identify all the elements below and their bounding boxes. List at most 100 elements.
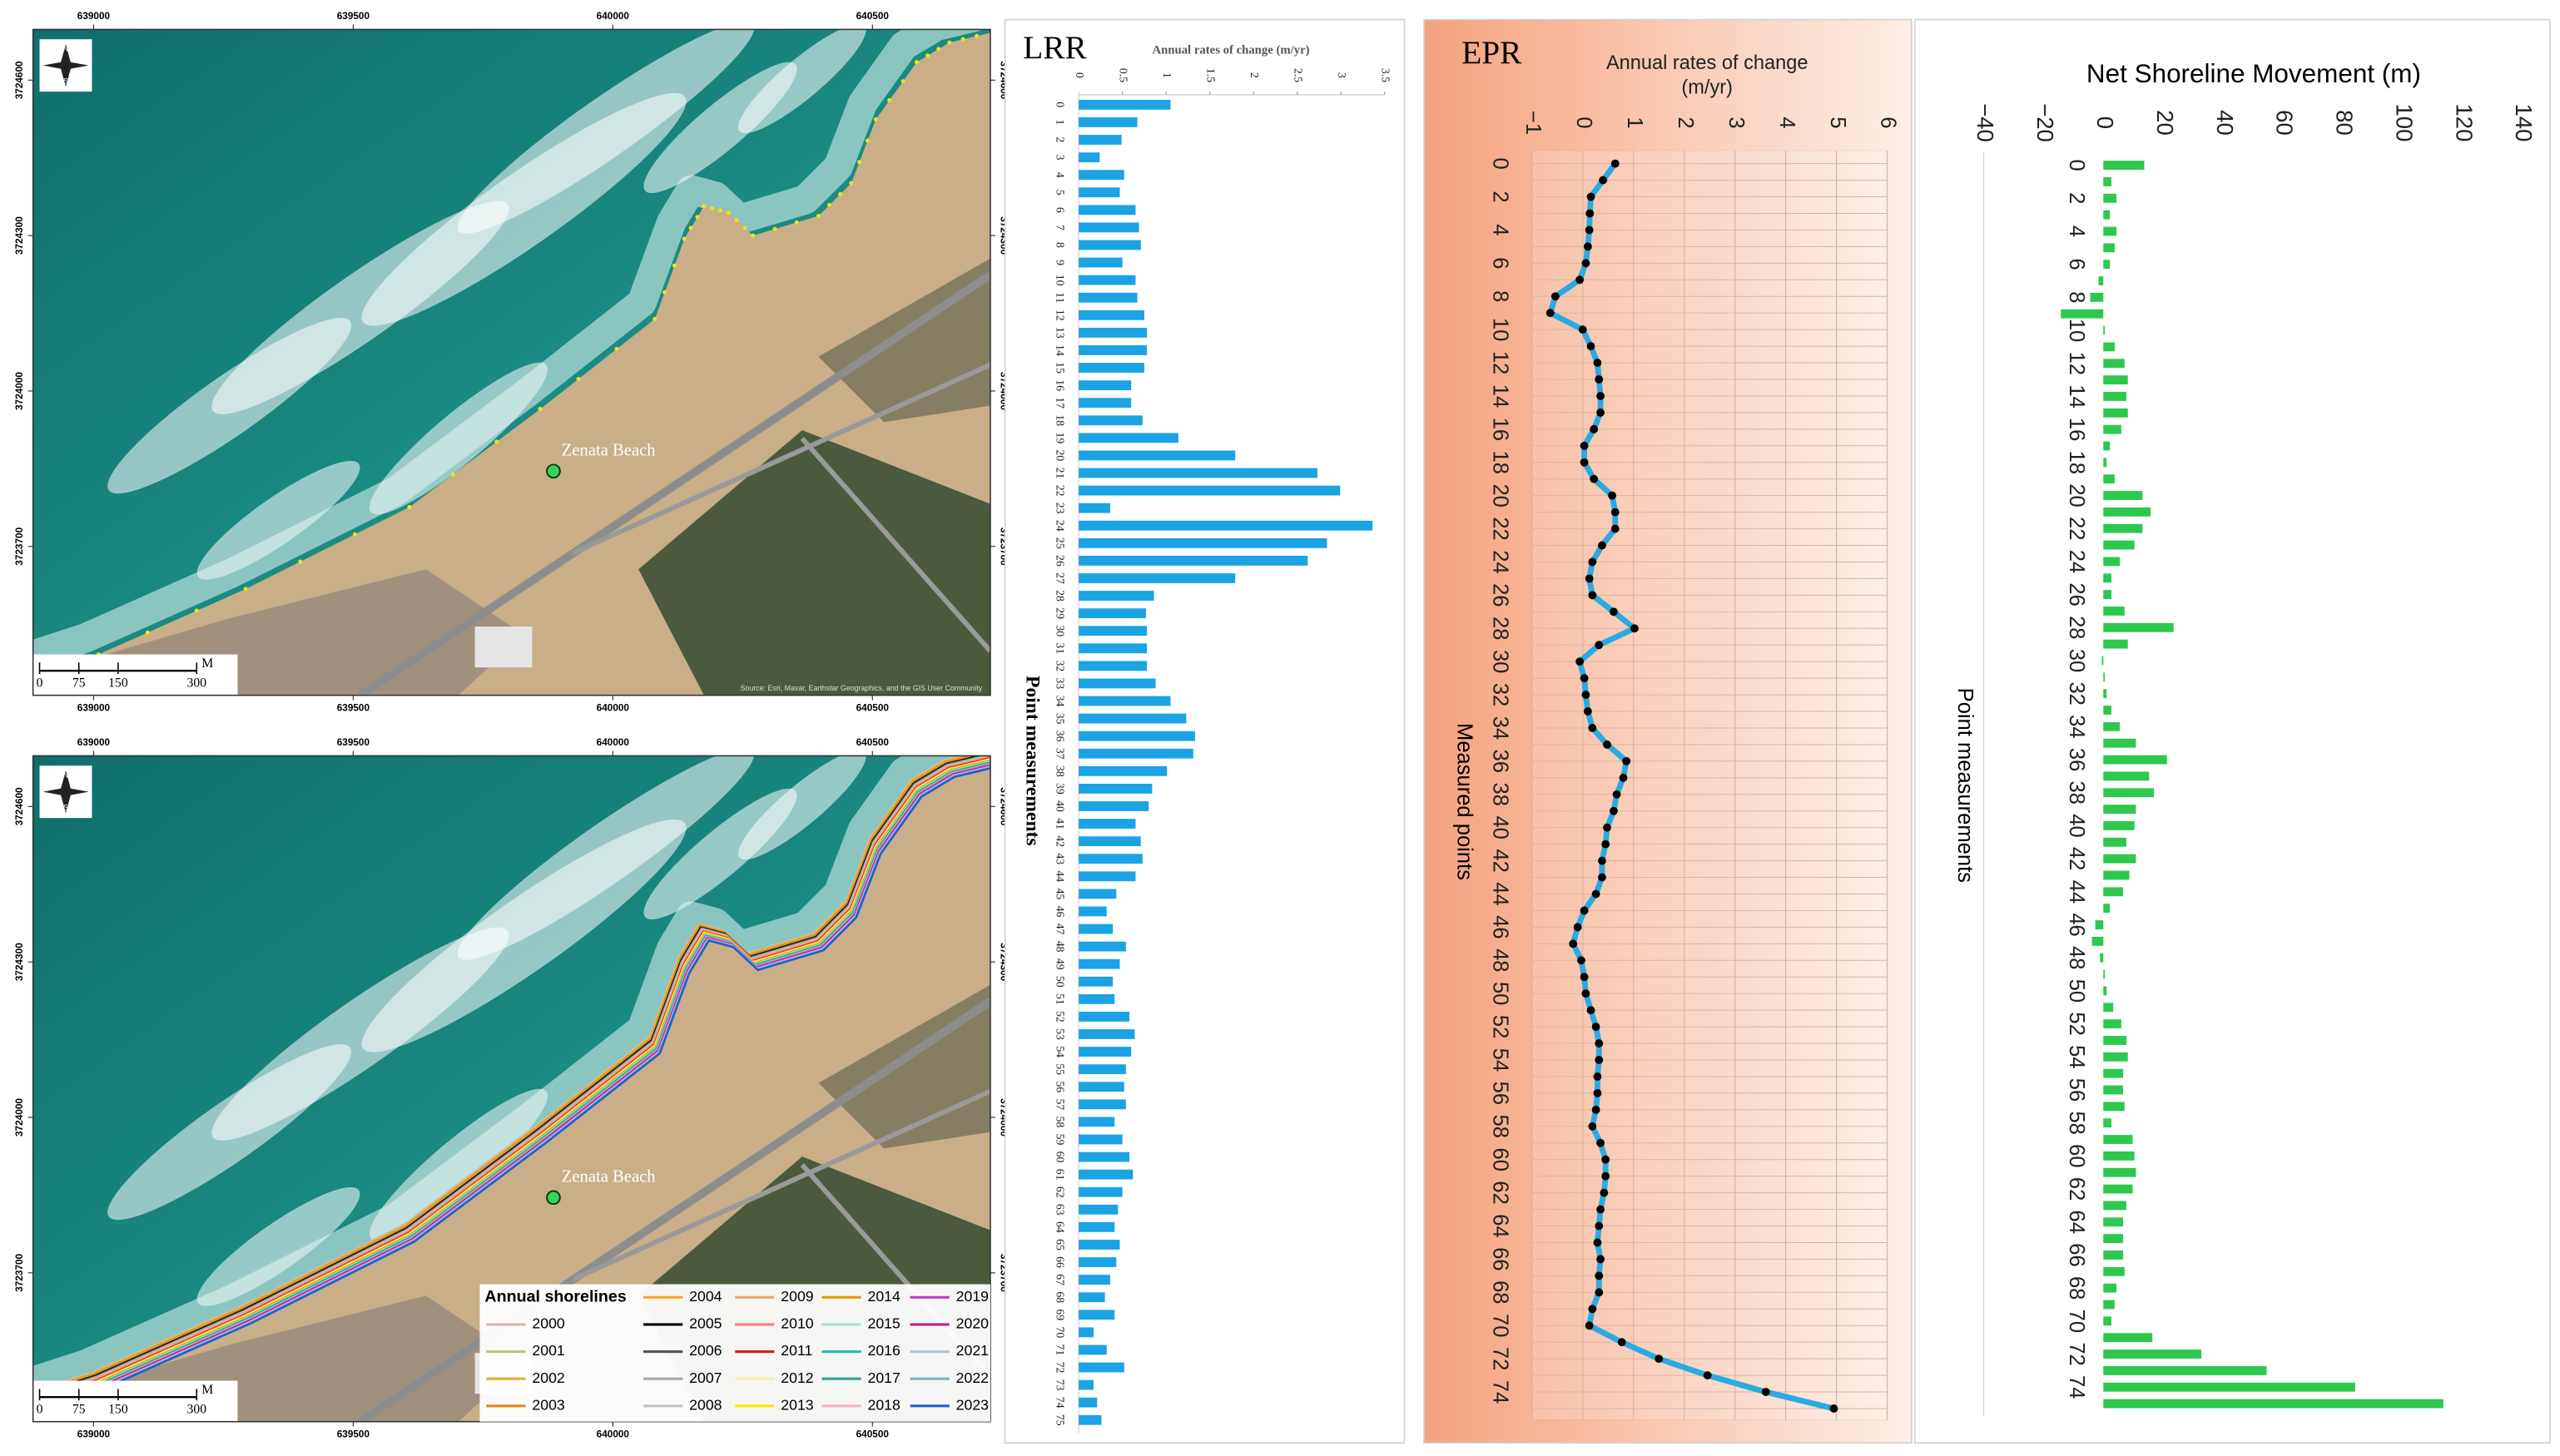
point (1598, 873, 1606, 882)
bar (1079, 748, 1193, 759)
y-tick-label: 6 (1489, 257, 1512, 269)
surf-band (32, 755, 981, 1397)
measure-point (873, 116, 878, 122)
y-tick-label: 22 (1054, 485, 1066, 497)
coord-label: 640000 (597, 737, 630, 748)
coord-label: 640000 (597, 11, 630, 22)
x-tick-label: −1 (1521, 111, 1545, 135)
y-tick-label: 70 (2065, 1310, 2088, 1333)
y-tick-label: 47 (1054, 924, 1066, 935)
place-marker (546, 1190, 561, 1206)
y-tick-label: 20 (1054, 450, 1066, 462)
bar (1079, 1012, 1130, 1022)
point (1575, 657, 1585, 666)
legend-label: 2001 (532, 1342, 564, 1359)
point (1575, 275, 1585, 285)
y-tick-label: 39 (1054, 783, 1066, 795)
bar (1079, 1310, 1115, 1320)
bar (2103, 1201, 2126, 1211)
bar (1079, 170, 1124, 181)
bar (2103, 1085, 2123, 1095)
measure-point (194, 608, 199, 613)
y-tick-label: 34 (1489, 716, 1512, 740)
y-tick-label: 9 (1054, 260, 1066, 265)
bar (2103, 1068, 2123, 1078)
point (1585, 574, 1594, 583)
y-tick-label: 67 (1054, 1274, 1066, 1285)
y-tick-label: 42 (2065, 847, 2088, 870)
y-tick-label: 56 (1489, 1082, 1512, 1105)
point (1601, 1171, 1610, 1181)
bar (2103, 193, 2117, 203)
y-tick-label: 68 (1054, 1291, 1066, 1303)
legend-label: 2008 (689, 1397, 722, 1414)
y-tick-label: 60 (2065, 1144, 2088, 1167)
surf (738, 755, 866, 860)
bar (2103, 1102, 2125, 1112)
y-tick-label: 6 (1054, 207, 1066, 213)
point (1583, 242, 1592, 251)
y-tick-label: 40 (1054, 800, 1066, 812)
x-tick-label: 120 (2451, 104, 2477, 142)
bar (2103, 1135, 2133, 1144)
point (1581, 259, 1590, 268)
point (1595, 1288, 1604, 1297)
legend: Annual shorelines 2000 2001 2002 2003 2004 200… (479, 1284, 990, 1422)
measure-point (925, 53, 930, 58)
y-tick-label: 26 (1489, 583, 1512, 607)
y-tick-label: 66 (1054, 1256, 1066, 1268)
bar (2103, 1399, 2443, 1409)
bar (2103, 607, 2125, 616)
x-tick-label: 3 (1724, 116, 1748, 128)
place-label: Zenata Beach (562, 441, 656, 459)
bar (2103, 821, 2135, 830)
y-tick-label: 50 (1054, 976, 1066, 988)
measure-point (672, 263, 677, 268)
bar (2103, 458, 2107, 468)
measure-point (838, 191, 843, 196)
legend-label: 2011 (781, 1342, 812, 1359)
bar (1079, 1379, 1094, 1390)
map-image: Zenata Beach (32, 29, 990, 696)
y-tick-label: 53 (1054, 1028, 1066, 1040)
compass-letter: W (44, 52, 52, 61)
measure-point (900, 79, 905, 84)
bar (2098, 276, 2104, 285)
bar (1079, 485, 1341, 496)
y-tick-label: 44 (2065, 880, 2088, 904)
bar (1079, 1240, 1120, 1250)
line (1547, 161, 1835, 1412)
y-tick-label: 41 (1054, 818, 1066, 830)
y-tick-label: 22 (1489, 517, 1512, 540)
measure-point (407, 504, 412, 510)
compass-letter: N (63, 44, 68, 52)
y-tick-label: 50 (2065, 979, 2088, 1003)
attribution: Source: Esri, Maxar, Earthstar Geographi… (741, 684, 983, 692)
y-tick-label: 66 (2065, 1243, 2088, 1266)
x-axis-label: (m/yr) (1681, 76, 1733, 97)
y-tick-label: 63 (1054, 1204, 1066, 1216)
y-tick-label: 16 (1054, 379, 1066, 391)
y-tick-label: 24 (1054, 520, 1066, 532)
bar (1079, 257, 1123, 268)
y-tick-label: 48 (2065, 946, 2088, 969)
y-tick-label: 4 (1489, 224, 1512, 235)
measure-point (816, 213, 821, 219)
coord-label: 3724600 (14, 61, 25, 99)
point (1610, 806, 1618, 815)
point (1598, 541, 1606, 550)
measure-point (145, 630, 150, 635)
y-tick-label: 69 (1054, 1309, 1066, 1320)
measure-point (887, 98, 892, 103)
y-tick-label: 0 (2065, 159, 2088, 171)
bar (1079, 730, 1195, 741)
bar (1079, 1134, 1123, 1145)
measure-point (975, 33, 980, 38)
y-tick-label: 44 (1054, 870, 1066, 882)
bar (2100, 953, 2104, 963)
bar (1079, 958, 1120, 969)
point (1591, 1105, 1600, 1114)
bar (2103, 788, 2155, 798)
legend-label: 2003 (532, 1397, 565, 1414)
bar (2103, 969, 2106, 979)
